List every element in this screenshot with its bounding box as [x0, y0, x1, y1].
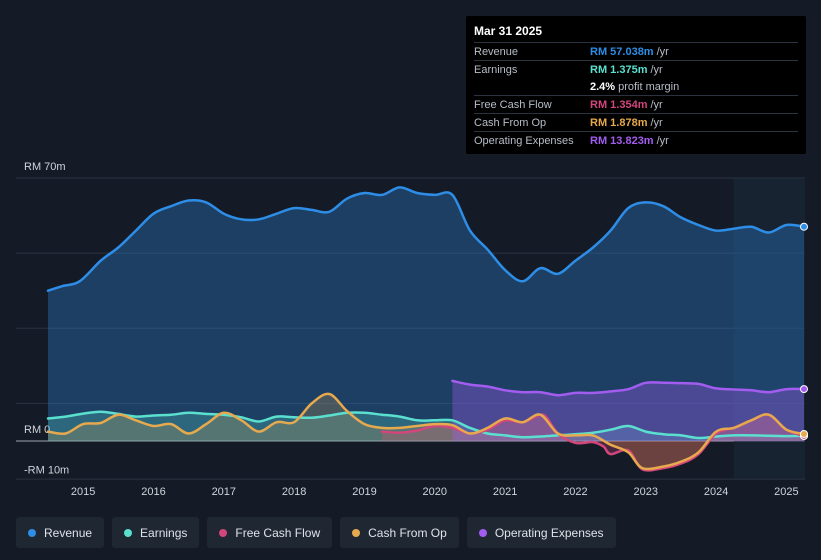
tooltip-label: Free Cash Flow: [474, 98, 552, 111]
legend-item-free-cash-flow[interactable]: Free Cash Flow: [207, 517, 333, 548]
x-axis-ticks: 2015 2016 2017 2018 2019 2020 2021 2022 2023 2024…: [71, 486, 799, 498]
legend-dot-icon: [478, 528, 487, 537]
area-operating-expenses: [452, 380, 804, 441]
x-tick-label: 2020: [423, 486, 447, 498]
end-marker-revenue: [800, 222, 808, 231]
legend-label: Earnings: [140, 525, 188, 540]
tooltip-value: RM 13.823m: [590, 134, 654, 147]
legend-item-earnings[interactable]: Earnings: [112, 517, 200, 548]
legend-label: Free Cash Flow: [235, 525, 321, 540]
legend-item-revenue[interactable]: Revenue: [16, 517, 105, 548]
data-tooltip: Mar 31 2025 Revenue RM 57.038m /yr Earni…: [466, 16, 806, 154]
tooltip-row-earnings: Earnings RM 1.375m /yr: [474, 60, 798, 78]
tooltip-value: RM 1.375m: [590, 63, 648, 76]
tooltip-unit: /yr: [650, 98, 663, 111]
tooltip-row-cash-from-op: Cash From Op RM 1.878m /yr: [474, 113, 798, 131]
x-tick-label: 2017: [212, 486, 236, 498]
series-end-markers: [800, 222, 808, 440]
tooltip-label: Earnings: [474, 63, 518, 76]
legend-label: Revenue: [44, 525, 93, 540]
chart-legend: Revenue Earnings Free Cash Flow Cash Fro…: [16, 517, 624, 548]
tooltip-row-operating-expenses: Operating Expenses RM 13.823m /yr: [474, 131, 798, 149]
x-tick-label: 2019: [352, 486, 376, 498]
legend-item-cash-from-op[interactable]: Cash From Op: [340, 517, 459, 548]
x-tick-label: 2015: [71, 486, 95, 498]
area-cash-from-op: [48, 393, 804, 469]
legend-dot-icon: [352, 528, 361, 537]
tooltip-label: Operating Expenses: [474, 134, 574, 147]
tooltip-unit: profit margin: [618, 80, 680, 93]
end-marker-cash-from-op: [800, 429, 808, 438]
x-tick-label: 2024: [704, 486, 728, 498]
gridlines: [16, 177, 805, 480]
line-revenue: [46, 186, 806, 292]
tooltip-row-profit-margin: 2.4% profit margin: [474, 78, 798, 95]
tooltip-label: Revenue: [474, 45, 519, 58]
tooltip-unit: /yr: [650, 63, 663, 76]
area-revenue: [48, 187, 804, 441]
legend-dot-icon: [219, 528, 228, 537]
y-tick-label: RM 70m: [24, 161, 66, 173]
legend-label: Cash From Op: [368, 525, 447, 540]
legend-dot-icon: [124, 528, 133, 537]
x-tick-label: 2018: [282, 486, 306, 498]
tooltip-value: 2.4%: [590, 80, 616, 93]
area-free-cash-flow: [382, 414, 804, 471]
x-tick-label: 2016: [141, 486, 165, 498]
y-tick-label: -RM 10m: [24, 465, 69, 477]
line-operating-expenses: [451, 379, 806, 397]
x-tick-label: 2025: [774, 486, 798, 498]
tooltip-row-revenue: Revenue RM 57.038m /yr: [474, 42, 798, 60]
y-axis-ticks: RM 70m RM 0 -RM 10m: [24, 161, 69, 477]
tooltip-value: RM 1.354m: [590, 98, 648, 111]
end-marker-operating-expenses: [800, 385, 808, 394]
legend-item-operating-expenses[interactable]: Operating Expenses: [466, 517, 616, 548]
line-earnings: [46, 410, 806, 440]
x-tick-label: 2021: [493, 486, 517, 498]
x-tick-label: 2023: [634, 486, 658, 498]
legend-label: Operating Expenses: [494, 525, 604, 540]
x-tick-label: 2022: [563, 486, 587, 498]
legend-dot-icon: [28, 528, 36, 537]
tooltip-date: Mar 31 2025: [474, 24, 543, 38]
series-lines: [46, 186, 806, 472]
line-cash-from-op: [46, 392, 806, 471]
tooltip-unit: /yr: [650, 116, 663, 129]
tooltip-unit: /yr: [656, 134, 669, 147]
tooltip-unit: /yr: [656, 45, 669, 58]
y-tick-label: RM 0: [24, 424, 50, 436]
tooltip-label: Cash From Op: [474, 116, 547, 129]
tooltip-value: RM 1.878m: [590, 116, 648, 129]
tooltip-value: RM 57.038m: [590, 45, 654, 58]
tooltip-row-free-cash-flow: Free Cash Flow RM 1.354m /yr: [474, 95, 798, 113]
